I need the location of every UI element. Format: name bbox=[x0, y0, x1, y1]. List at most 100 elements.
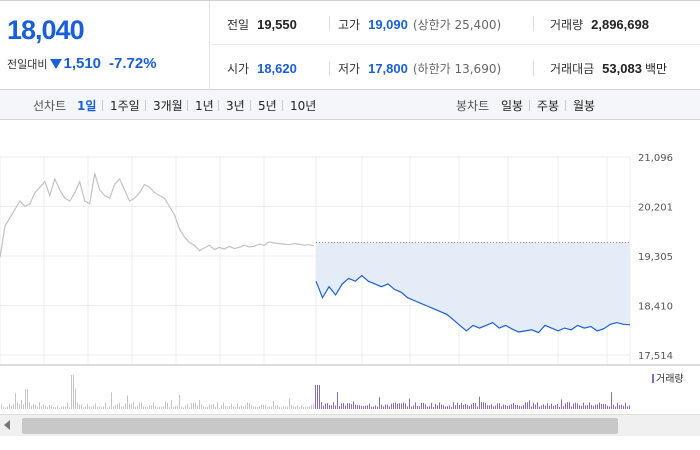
volume-bar bbox=[21, 399, 22, 409]
period-3y-tab[interactable]: 3년 bbox=[226, 99, 245, 113]
volume-bar bbox=[399, 403, 400, 409]
volume-bar bbox=[567, 402, 568, 409]
volume-bar bbox=[289, 398, 290, 409]
volume-bar bbox=[95, 403, 96, 409]
volume-bar bbox=[505, 404, 506, 409]
volume-bar bbox=[313, 403, 314, 409]
candle-daily-tab[interactable]: 일봉 bbox=[501, 99, 524, 113]
period-1d-tab[interactable]: 1일 bbox=[77, 99, 97, 113]
volume-bar bbox=[49, 404, 50, 409]
volume-bar bbox=[443, 405, 444, 409]
candle-weekly-tab[interactable]: 주봉 bbox=[537, 99, 560, 113]
volume-bar bbox=[17, 402, 18, 409]
y-tick-label: 17,514 bbox=[638, 351, 673, 362]
volume-bar bbox=[287, 406, 288, 409]
volume-bar bbox=[475, 403, 476, 409]
volume-bar bbox=[129, 403, 130, 409]
volume-bar bbox=[365, 405, 366, 409]
volume-bar bbox=[159, 406, 160, 409]
volume-bar bbox=[293, 405, 294, 409]
volume-bar bbox=[269, 406, 270, 409]
volume-bar bbox=[403, 402, 404, 409]
volume-bar bbox=[519, 405, 520, 409]
volume-bar bbox=[149, 405, 150, 409]
volume-bar bbox=[231, 403, 232, 409]
volume-bar bbox=[53, 406, 54, 409]
volume-bar bbox=[575, 402, 576, 409]
volume-bar bbox=[623, 405, 624, 409]
volume-bar bbox=[93, 405, 94, 409]
volume-bar bbox=[7, 406, 8, 409]
amount-cell: 거래대금 53,083 백만 bbox=[550, 60, 667, 77]
amount-value: 53,083 bbox=[602, 61, 642, 76]
volume-bar bbox=[261, 404, 262, 409]
scroll-thumb[interactable] bbox=[22, 418, 618, 434]
volume-bar bbox=[591, 404, 592, 409]
high-cell: 고가 19,090 (상한가 25,400) bbox=[338, 16, 501, 33]
volume-bar bbox=[499, 403, 500, 409]
volume-bar bbox=[139, 402, 140, 409]
volume-bar bbox=[311, 404, 312, 409]
volume-bar bbox=[69, 407, 70, 409]
volume-bar bbox=[309, 406, 310, 409]
volume-bar bbox=[131, 404, 132, 409]
volume-bar bbox=[507, 406, 508, 409]
volume-bar bbox=[393, 403, 394, 409]
chart-toolbar: 선차트 1일 1주일 3개월 1년 3년 5년 10년 봉차트 일봉 주봉 월봉 bbox=[0, 90, 700, 120]
candle-monthly-tab[interactable]: 월봉 bbox=[573, 99, 596, 113]
volume-bar bbox=[385, 404, 386, 409]
volume-bar bbox=[249, 403, 250, 409]
volume-bar bbox=[271, 406, 272, 409]
volume-bar bbox=[225, 405, 226, 409]
volume-bar bbox=[119, 402, 120, 409]
volume-bar bbox=[227, 406, 228, 409]
volume-bar bbox=[89, 406, 90, 409]
volume-value: 2,896,698 bbox=[591, 17, 649, 32]
y-tick-label: 20,201 bbox=[638, 203, 673, 214]
volume-bar bbox=[363, 406, 364, 409]
volume-bar bbox=[183, 407, 184, 409]
volume-bar bbox=[355, 404, 356, 409]
volume-bar bbox=[155, 405, 156, 409]
volume-bar bbox=[75, 388, 76, 409]
volume-bar bbox=[547, 403, 548, 409]
volume-bar bbox=[581, 405, 582, 409]
period-1y-tab[interactable]: 1년 bbox=[195, 99, 214, 113]
volume-bar bbox=[319, 385, 320, 409]
period-1w-tab[interactable]: 1주일 bbox=[110, 99, 140, 113]
price-chart[interactable]: 21,096 20,201 19,305 18,410 17,514 거래량 bbox=[0, 121, 700, 415]
volume-bar bbox=[107, 407, 108, 409]
volume-cell: 거래량 2,896,698 bbox=[550, 16, 649, 33]
volume-bar bbox=[47, 406, 48, 409]
volume-bar bbox=[303, 407, 304, 409]
volume-bar bbox=[497, 403, 498, 409]
volume-bar bbox=[31, 405, 32, 409]
volume-bar bbox=[245, 405, 246, 409]
divider bbox=[533, 16, 534, 31]
volume-bar bbox=[325, 403, 326, 409]
volume-bar bbox=[195, 402, 196, 409]
volume-bar bbox=[589, 402, 590, 409]
scroll-left-icon[interactable] bbox=[4, 420, 10, 430]
volume-bar bbox=[181, 406, 182, 409]
volume-legend: 거래량 bbox=[656, 373, 684, 385]
volume-bar bbox=[625, 402, 626, 409]
volume-bar bbox=[27, 389, 28, 409]
volume-bar bbox=[327, 403, 328, 409]
volume-bar bbox=[297, 405, 298, 409]
period-3m-tab[interactable]: 3개월 bbox=[153, 99, 183, 113]
y-tick-label: 19,305 bbox=[638, 252, 673, 263]
volume-bar bbox=[565, 403, 566, 409]
divider bbox=[145, 100, 146, 111]
period-5y-tab[interactable]: 5년 bbox=[258, 99, 277, 113]
chart-scrollbar[interactable] bbox=[0, 414, 700, 436]
volume-bar bbox=[3, 407, 4, 409]
volume-bar bbox=[509, 405, 510, 409]
volume-bar bbox=[629, 405, 630, 409]
volume-bar bbox=[281, 407, 282, 409]
volume-bar bbox=[445, 406, 446, 409]
price-change: 전일대비 1,510 -7.72% bbox=[7, 55, 157, 72]
volume-bar bbox=[121, 406, 122, 409]
period-10y-tab[interactable]: 10년 bbox=[290, 99, 317, 113]
volume-bar bbox=[73, 375, 74, 409]
